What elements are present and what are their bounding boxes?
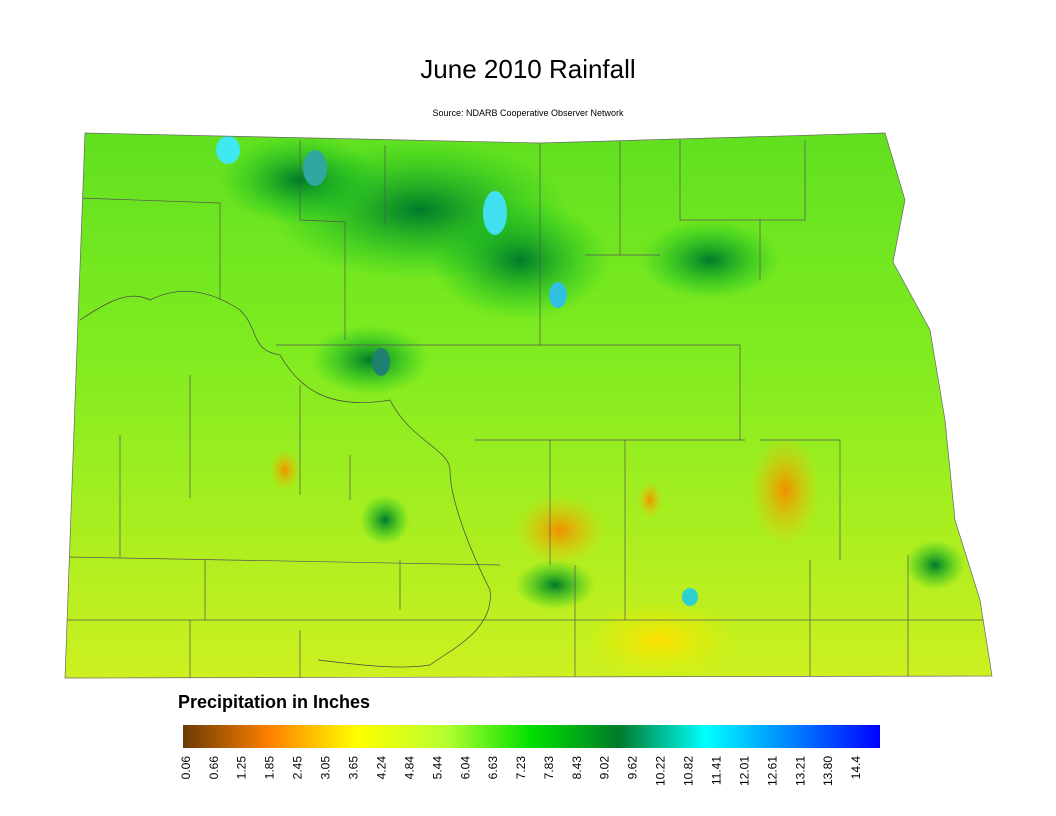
colorbar-tick-label: 7.23 [514,756,528,780]
colorbar-tick-label: 3.65 [347,756,361,780]
colorbar [183,725,880,748]
legend-title: Precipitation in Inches [178,692,370,712]
colorbar-tick-label: 4.84 [402,756,416,780]
colorbar-tick-label: 12.01 [737,756,751,786]
colorbar-ticks: 0.06 0.66 1.25 1.85 2.45 3.05 3.65 4.24 4.84 5.44… [179,756,863,786]
map-source: Source: NDARB Cooperative Observer Netwo… [432,108,624,118]
colorbar-tick-label: 12.61 [765,756,779,786]
state-map [65,133,992,678]
colorbar-tick-label: 1.85 [263,756,277,780]
colorbar-tick-label: 7.83 [542,756,556,780]
colorbar-tick-label: 11.41 [709,756,723,785]
colorbar-tick-label: 14.4 [849,756,863,780]
state-outline [64,132,993,679]
colorbar-tick-label: 13.80 [821,756,835,786]
colorbar-tick-label: 8.43 [570,756,584,780]
colorbar-tick-label: 9.02 [598,756,612,780]
colorbar-tick-label: 10.82 [682,756,696,786]
colorbar-tick-label: 10.22 [654,756,668,786]
colorbar-tick-label: 9.62 [626,756,640,780]
colorbar-tick-label: 1.25 [235,756,249,780]
colorbar-tick-label: 6.04 [458,756,472,780]
map-title: June 2010 Rainfall [420,54,635,84]
colorbar-tick-label: 6.63 [486,756,500,780]
colorbar-tick-label: 13.21 [793,756,807,786]
colorbar-tick-label: 0.66 [207,756,221,780]
colorbar-tick-label: 3.05 [319,756,333,780]
colorbar-tick-label: 2.45 [291,756,305,780]
colorbar-tick-label: 4.24 [374,756,388,780]
colorbar-tick-label: 5.44 [430,756,444,780]
colorbar-tick-label: 0.06 [179,756,193,780]
